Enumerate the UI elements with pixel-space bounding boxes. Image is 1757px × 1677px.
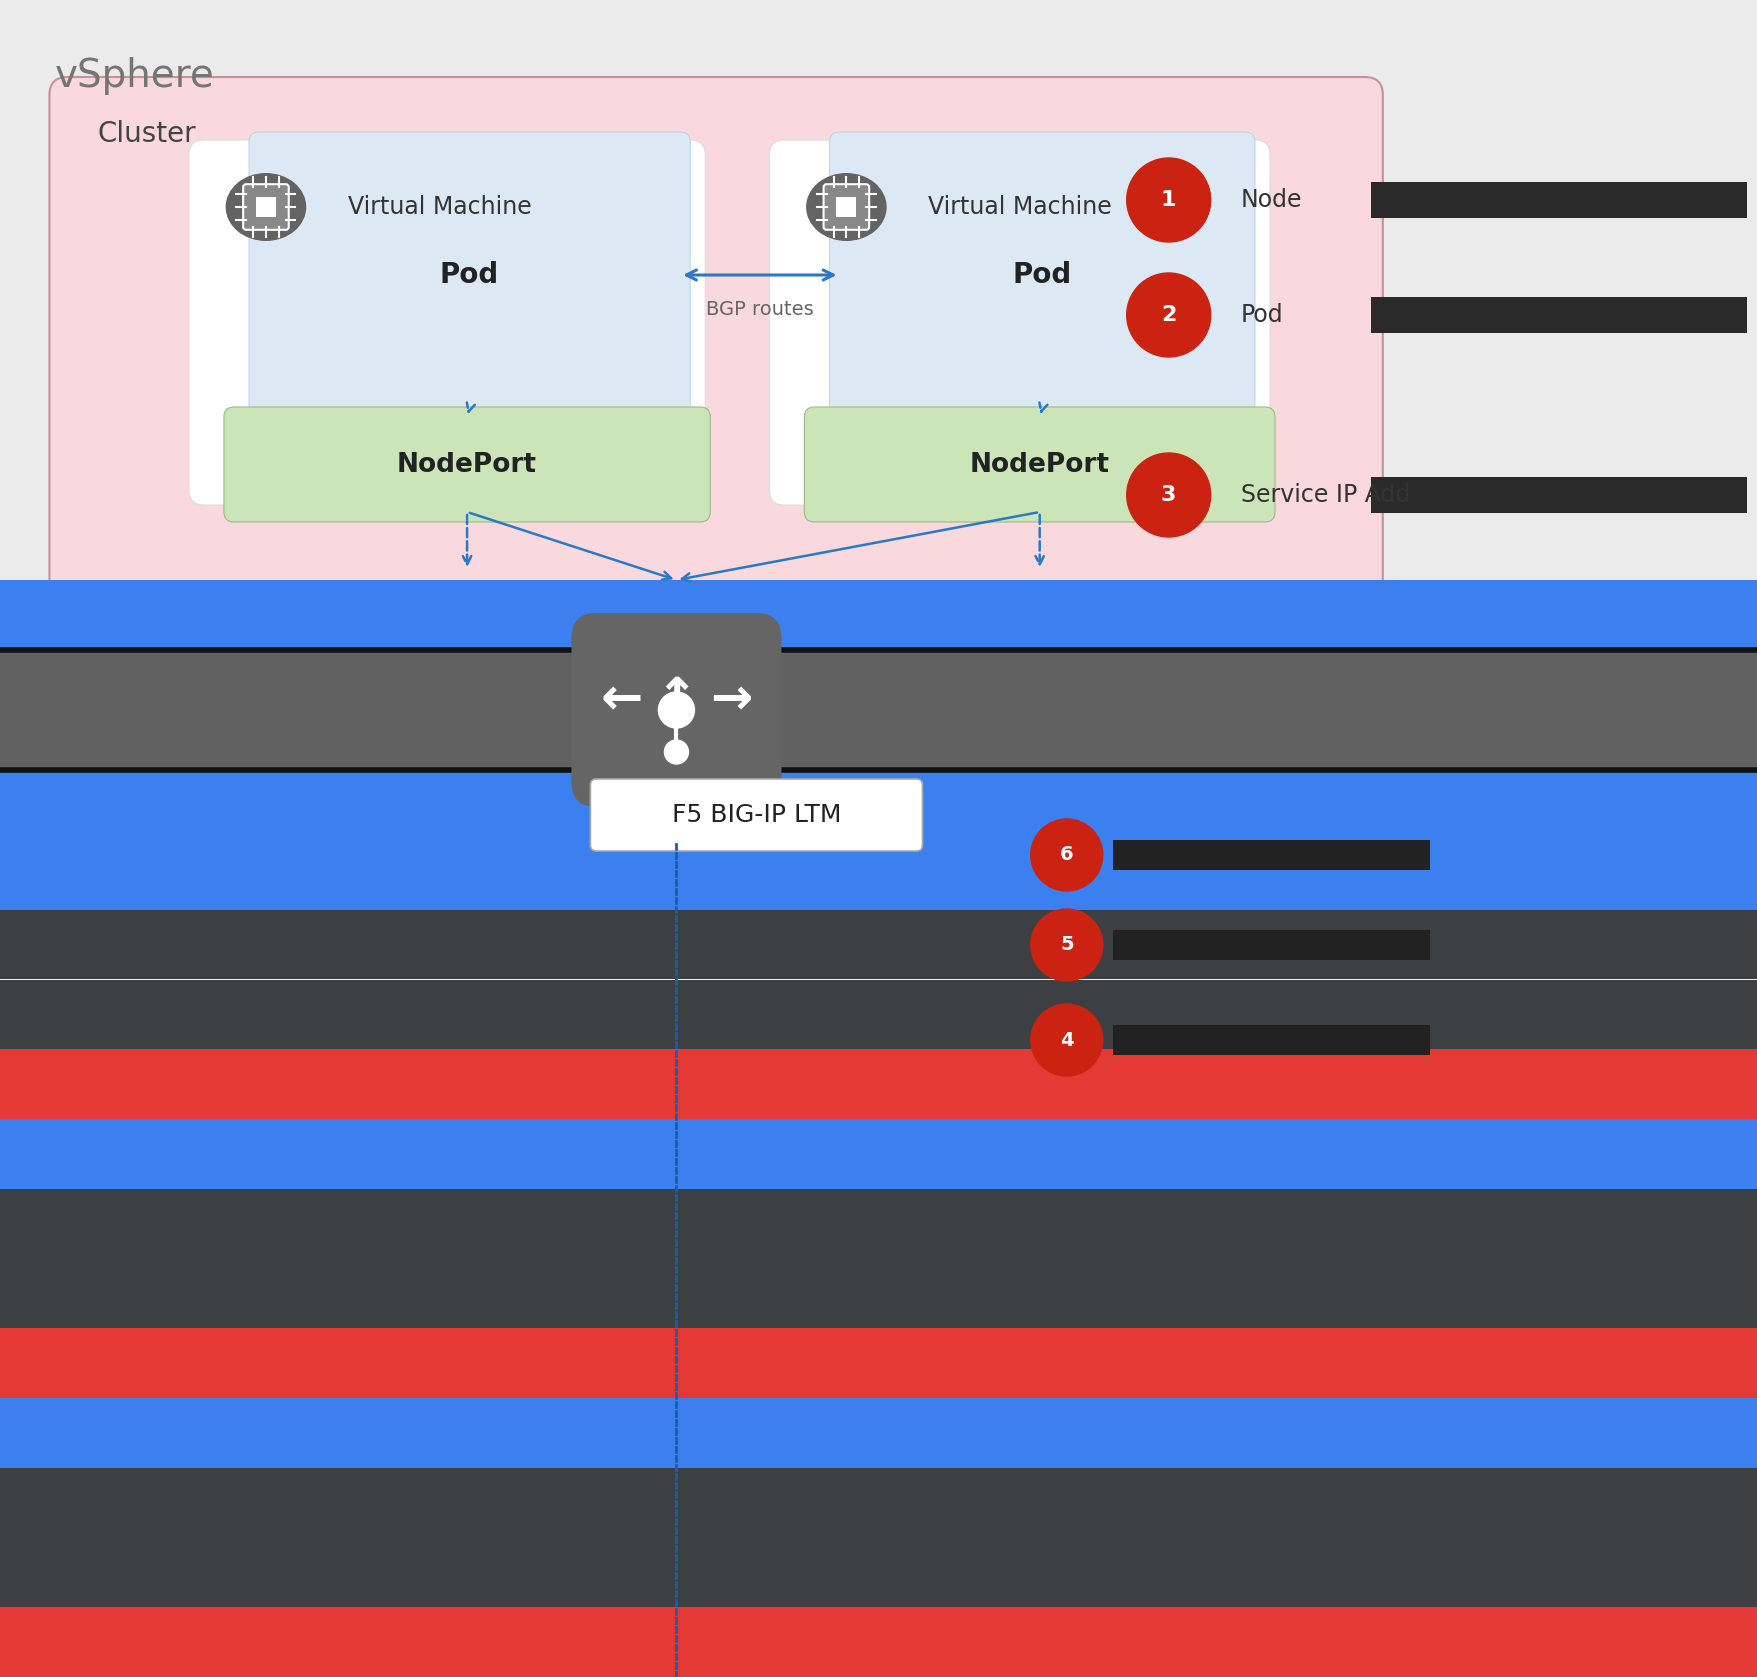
Bar: [1112, 840, 1430, 870]
Text: Pod: Pod: [1012, 262, 1072, 288]
FancyBboxPatch shape: [249, 132, 691, 418]
FancyBboxPatch shape: [805, 408, 1276, 522]
Bar: [1112, 931, 1430, 959]
Text: BGP routes: BGP routes: [706, 300, 813, 319]
Text: F5 BIG-IP LTM: F5 BIG-IP LTM: [671, 803, 842, 827]
Bar: [0, 979, 1757, 1050]
FancyBboxPatch shape: [190, 139, 705, 505]
Text: 3: 3: [1161, 485, 1177, 505]
FancyBboxPatch shape: [223, 408, 710, 522]
Bar: [257, 196, 276, 216]
Bar: [0, 1607, 1757, 1677]
Text: NodePort: NodePort: [397, 451, 538, 478]
Bar: [0, 909, 1757, 979]
Text: Virtual Machine: Virtual Machine: [348, 195, 532, 220]
Text: Service IP Add: Service IP Add: [1240, 483, 1409, 506]
Bar: [0, 840, 1757, 909]
Bar: [0, 770, 1757, 840]
Text: Node: Node: [1240, 188, 1302, 211]
Text: Virtual Machine: Virtual Machine: [928, 195, 1112, 220]
Bar: [0, 580, 1757, 661]
Text: 2: 2: [1161, 305, 1177, 325]
Circle shape: [659, 693, 694, 728]
Bar: [1370, 183, 1746, 218]
Bar: [1112, 1025, 1430, 1055]
Circle shape: [1031, 818, 1103, 890]
FancyBboxPatch shape: [242, 184, 288, 230]
Ellipse shape: [227, 174, 306, 240]
Bar: [0, 1050, 1757, 1119]
Bar: [0, 1258, 1757, 1328]
Bar: [0, 1399, 1757, 1467]
Bar: [0, 1119, 1757, 1189]
Bar: [0, 1467, 1757, 1538]
Circle shape: [1126, 273, 1211, 357]
Text: 6: 6: [1059, 845, 1074, 865]
Text: →: →: [710, 676, 752, 724]
Circle shape: [1031, 1005, 1103, 1077]
Text: 4: 4: [1059, 1030, 1074, 1050]
Circle shape: [664, 740, 689, 765]
Bar: [1370, 297, 1746, 334]
FancyBboxPatch shape: [770, 139, 1270, 505]
FancyBboxPatch shape: [49, 77, 1383, 604]
Bar: [0, 1328, 1757, 1399]
Text: ↑: ↑: [655, 676, 698, 724]
Text: vSphere: vSphere: [54, 57, 214, 96]
Bar: [0, 651, 1757, 770]
Bar: [1370, 476, 1746, 513]
Circle shape: [1126, 453, 1211, 537]
FancyBboxPatch shape: [824, 184, 870, 230]
Text: NodePort: NodePort: [970, 451, 1110, 478]
FancyBboxPatch shape: [571, 614, 782, 807]
Circle shape: [1031, 909, 1103, 981]
Text: 1: 1: [1161, 190, 1177, 210]
Text: ←: ←: [601, 676, 643, 724]
Text: 5: 5: [1059, 936, 1074, 954]
Text: Pod: Pod: [1240, 304, 1283, 327]
Ellipse shape: [806, 174, 886, 240]
Bar: [0, 1538, 1757, 1607]
Circle shape: [1126, 158, 1211, 241]
FancyBboxPatch shape: [829, 132, 1254, 418]
Bar: [836, 196, 856, 216]
Text: Cluster: Cluster: [97, 121, 197, 148]
Bar: [0, 1189, 1757, 1258]
Text: Pod: Pod: [439, 262, 499, 288]
FancyBboxPatch shape: [590, 780, 922, 850]
